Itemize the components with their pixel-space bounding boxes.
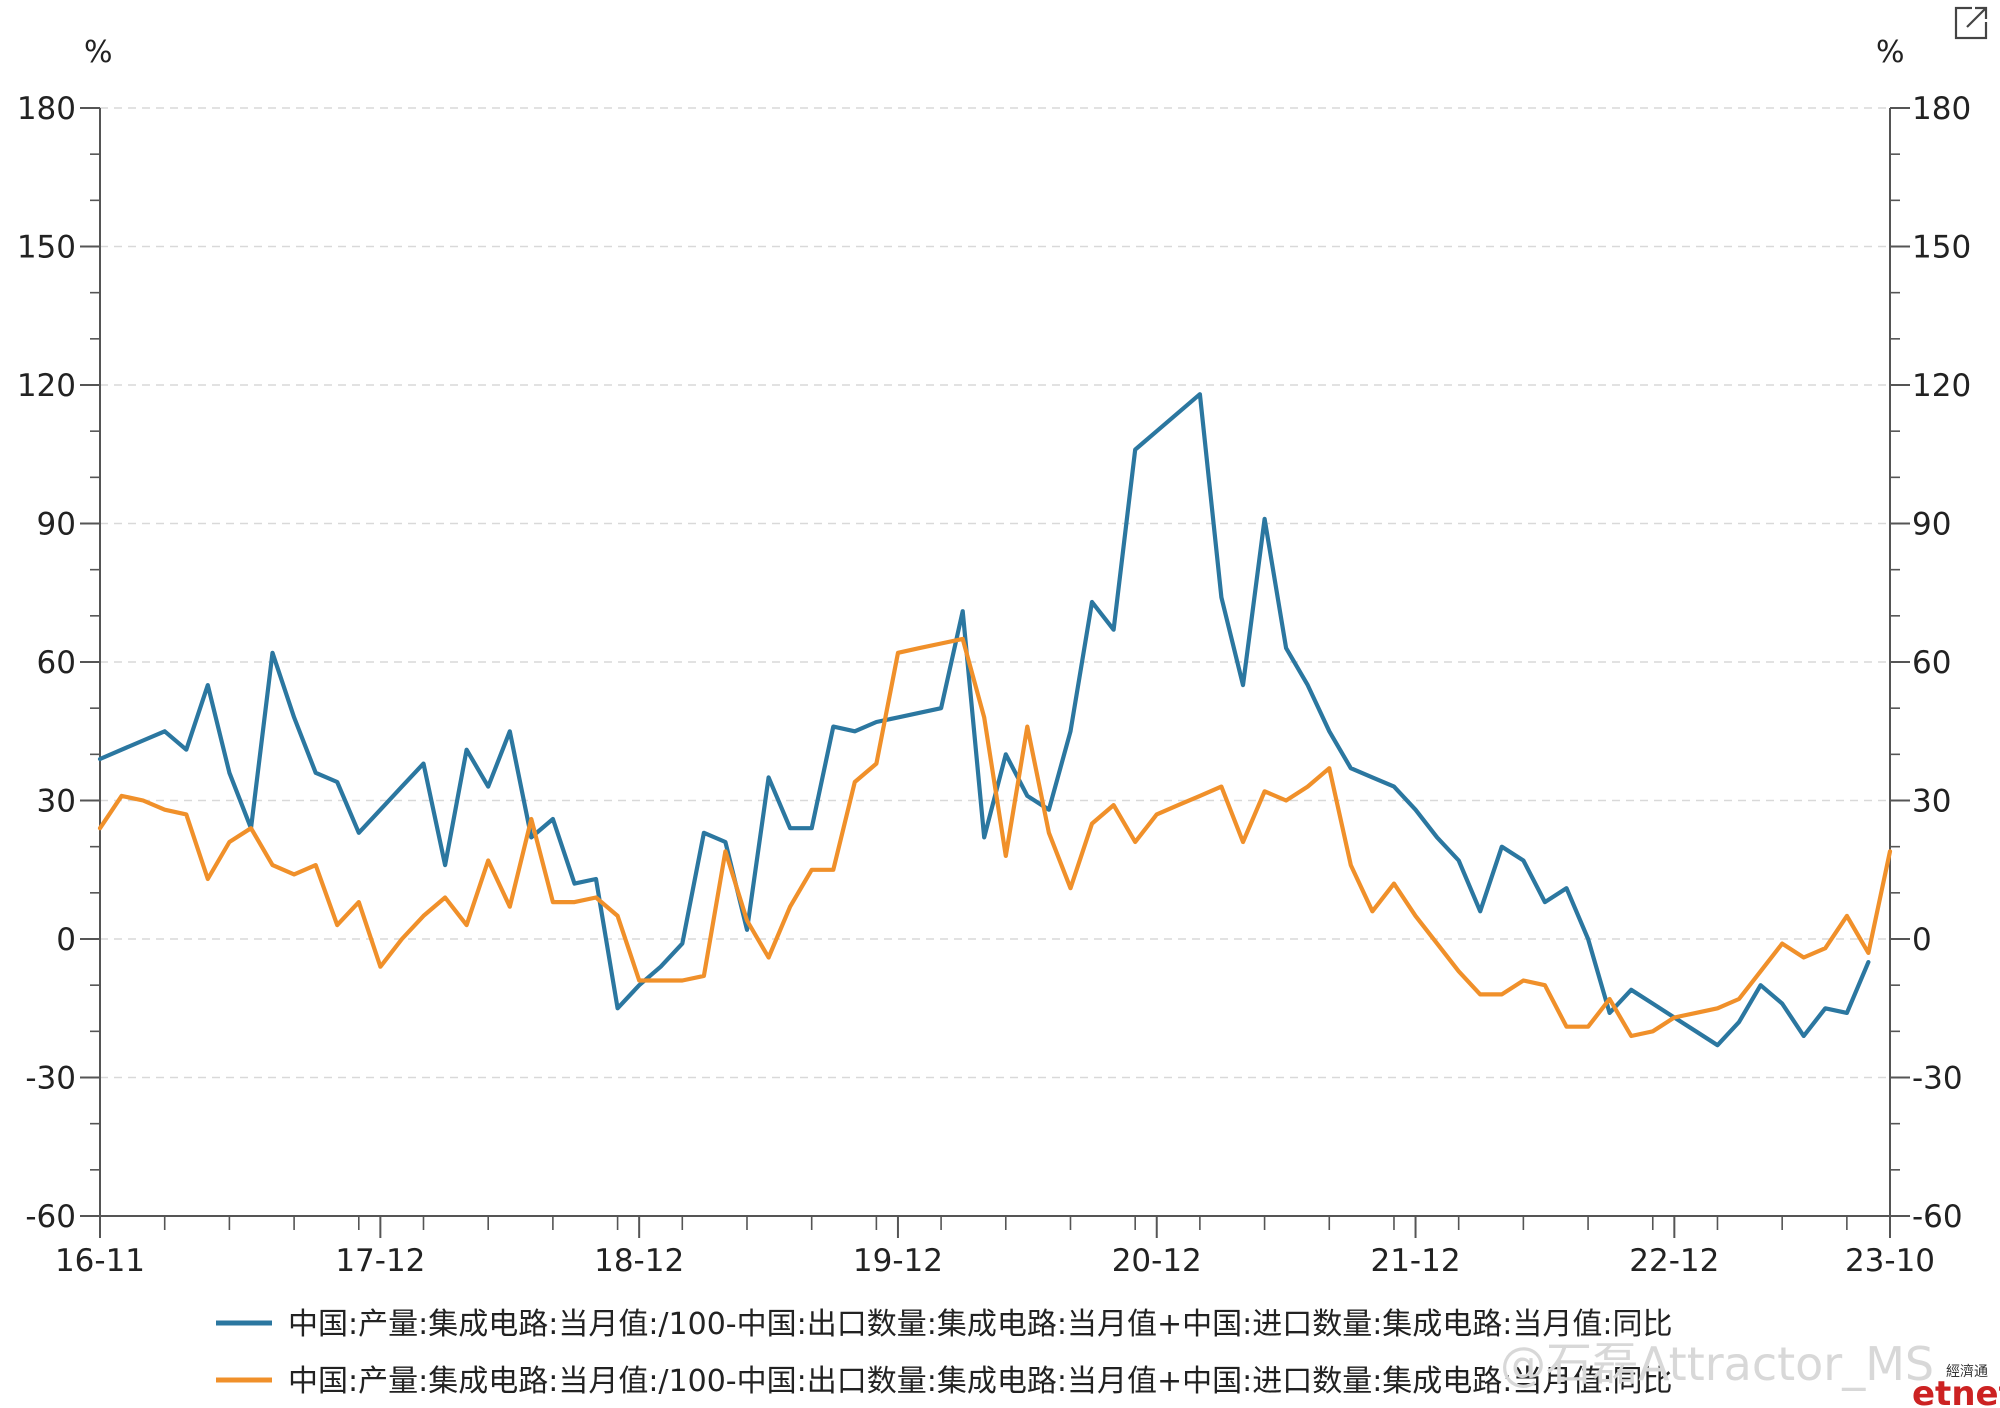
series-line-1 [97,392,1871,1048]
x-ticks: 16-11 17-12 18-12 19-12 20-12 21-12 22-12 23-10 [55,1216,1935,1279]
y-tick-label-left: 180 [17,91,76,127]
x-tick-label: 18-12 [594,1243,684,1279]
y-tick-label-left: 30 [37,784,76,820]
y-tick-label-left: 60 [37,645,76,681]
legend-label-series-2: 中国:产量:集成电路:当月值:/100-中国:出口数量:集成电路:当月值+中国:… [288,1364,1673,1399]
y-tick-label-right: -60 [1912,1199,1963,1235]
y-tick-label-left: 150 [17,230,76,266]
y-tick-label-left: 90 [37,507,76,543]
x-tick-label: 20-12 [1112,1243,1202,1279]
series-lines [97,392,1893,1048]
series-line-2 [97,636,1893,1039]
right-unit-label: % [1876,35,1905,70]
x-tick-label: 23-10 [1845,1243,1935,1279]
y-tick-label-left: -60 [25,1199,76,1235]
y-tick-label-right: 120 [1912,368,1971,404]
y-ticks: -60 -60 -30 -30 0 0 30 30 60 60 90 90 120 120 150 150 18… [17,91,1971,1235]
y-tick-label-right: -30 [1912,1061,1963,1097]
x-tick-label: 21-12 [1370,1243,1460,1279]
x-tick-label: 16-11 [55,1243,145,1279]
y-tick-label-left: 0 [56,922,76,958]
watermark: @石磊Attractor_MS [1500,1337,1934,1391]
x-tick-label: 17-12 [335,1243,425,1279]
y-tick-label-left: -30 [25,1061,76,1097]
x-tick-label: 19-12 [853,1243,943,1279]
y-tick-label-right: 30 [1912,784,1951,820]
grid-lines [100,107,1890,1079]
brand-name-small: 經濟通 [1946,1364,1988,1380]
y-tick-label-right: 90 [1912,507,1951,543]
y-tick-label-left: 120 [17,368,76,404]
y-tick-label-right: 150 [1912,230,1971,266]
legend-label-series-1: 中国:产量:集成电路:当月值:/100-中国:出口数量:集成电路:当月值+中国:… [288,1307,1673,1342]
external-link-icon[interactable] [1954,5,1989,40]
y-tick-label-right: 180 [1912,91,1971,127]
legend: 中国:产量:集成电路:当月值:/100-中国:出口数量:集成电路:当月值+中国:… [216,1307,1673,1399]
x-tick-label: 22-12 [1629,1243,1719,1279]
y-tick-label-right: 0 [1912,922,1932,958]
left-unit-label: % [84,35,113,70]
y-tick-label-right: 60 [1912,645,1951,681]
brand-logo: etnet [1912,1374,2000,1408]
